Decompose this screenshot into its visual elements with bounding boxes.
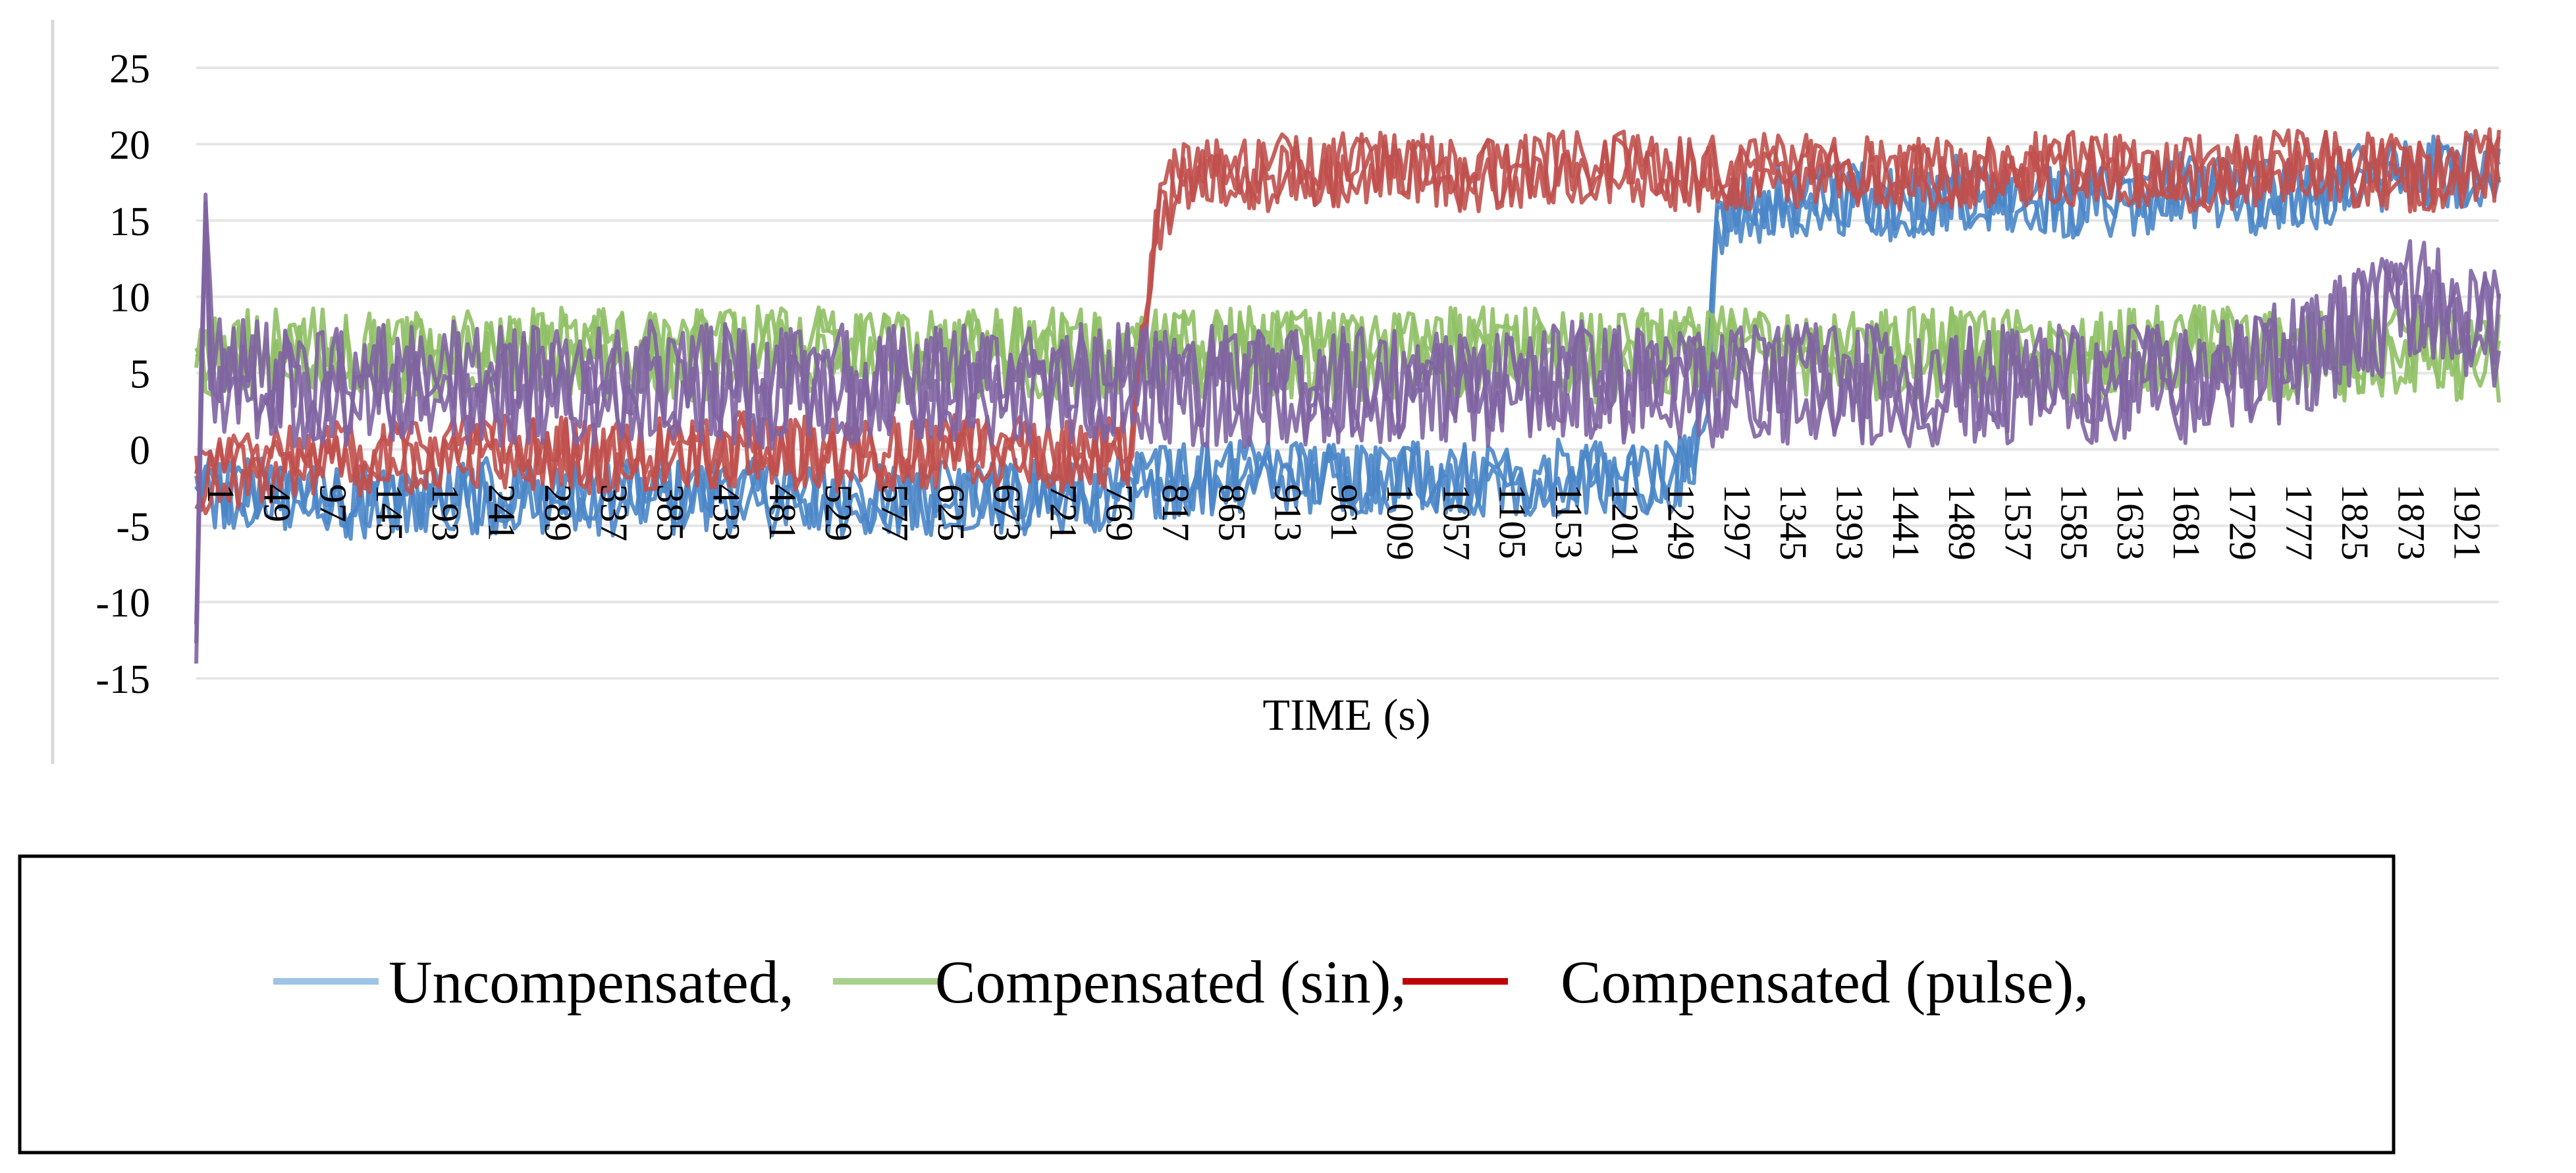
x-tick-label: 673	[986, 484, 1029, 541]
x-tick-label: 1105	[1491, 484, 1534, 559]
x-tick-label: 1249	[1660, 484, 1703, 560]
x-tick-label: 1921	[2446, 484, 2489, 560]
x-tick-label: 49	[255, 484, 298, 522]
x-tick-label: 1537	[1997, 484, 2039, 560]
x-tick-label: 289	[537, 484, 579, 541]
legend-label-1: Compensated (sin),	[935, 948, 1406, 1016]
x-tick-label: 721	[1042, 484, 1085, 541]
x-tick-label: 625	[930, 484, 973, 541]
x-tick-label: 1057	[1435, 484, 1478, 560]
x-tick-label: 961	[1323, 484, 1366, 541]
x-tick-label: 1585	[2053, 484, 2096, 560]
x-tick-label: 97	[312, 484, 355, 522]
x-tick-label: 1297	[1716, 484, 1759, 560]
y-tick-label: 10	[109, 276, 150, 321]
x-tick-label: 1009	[1379, 484, 1422, 560]
series-3-line-0	[194, 192, 2501, 625]
x-tick-label: 1393	[1828, 484, 1871, 560]
x-tick-label: 1777	[2278, 484, 2321, 560]
x-tick-label: 481	[761, 484, 804, 541]
y-tick-label: -15	[95, 657, 150, 702]
x-tick-label: 1441	[1885, 484, 1927, 560]
x-tick-label: 817	[1154, 484, 1197, 541]
x-tick-label: 1729	[2222, 484, 2265, 560]
y-tick-label: 20	[109, 123, 150, 168]
x-axis-title: TIME (s)	[1263, 690, 1431, 740]
legend-box	[18, 854, 2396, 1155]
y-axis-ticks: -15 -10 -5 0 5 10 15 20 25	[95, 47, 150, 702]
x-tick-label: 1153	[1547, 484, 1590, 559]
x-tick-label: 337	[593, 484, 635, 541]
x-tick-label: 433	[705, 484, 748, 541]
x-tick-label: 145	[368, 484, 411, 541]
series-0-line-2	[194, 138, 2501, 541]
series-3-line-2	[194, 200, 2501, 664]
x-tick-label: 1345	[1772, 484, 1815, 560]
x-tick-label: 865	[1210, 484, 1253, 541]
x-tick-label: 1681	[2165, 484, 2208, 560]
y-tick-label: 5	[130, 352, 150, 397]
series-1-line-2	[194, 304, 2501, 405]
x-tick-label: 1489	[1941, 484, 1983, 560]
x-tick-label: 769	[1098, 484, 1141, 541]
x-tick-label: 1873	[2390, 484, 2432, 560]
x-tick-label: 577	[874, 484, 917, 541]
y-tick-label: -10	[95, 581, 150, 626]
legend-label-2: Compensated (pulse),	[1561, 948, 2089, 1016]
y-tick-label: 25	[109, 47, 150, 92]
legend-label-0: Uncompensated,	[389, 948, 794, 1016]
x-tick-label: 385	[649, 484, 691, 541]
x-axis-ticks: 1 49 97 145 193 241 289 337 385 433 481 529 577 625 67…	[200, 484, 2489, 560]
x-tick-label: 529	[817, 484, 860, 541]
x-tick-label: 1825	[2334, 484, 2376, 560]
x-tick-label: 1	[200, 484, 242, 503]
y-tick-label: 15	[109, 200, 150, 244]
y-tick-label: -5	[116, 505, 150, 549]
x-tick-label: 1201	[1603, 484, 1646, 560]
series-group	[194, 127, 2501, 664]
series-2	[194, 127, 2501, 516]
legend: Uncompensated, Compensated (sin), Compensa…	[273, 948, 2089, 1016]
x-tick-label: 241	[480, 484, 523, 541]
y-tick-label: 0	[130, 428, 150, 473]
x-tick-label: 193	[424, 484, 467, 541]
x-tick-label: 913	[1267, 484, 1310, 541]
x-tick-label: 1633	[2109, 484, 2152, 560]
series-3	[194, 192, 2501, 664]
series-2-line-2	[194, 129, 2501, 516]
